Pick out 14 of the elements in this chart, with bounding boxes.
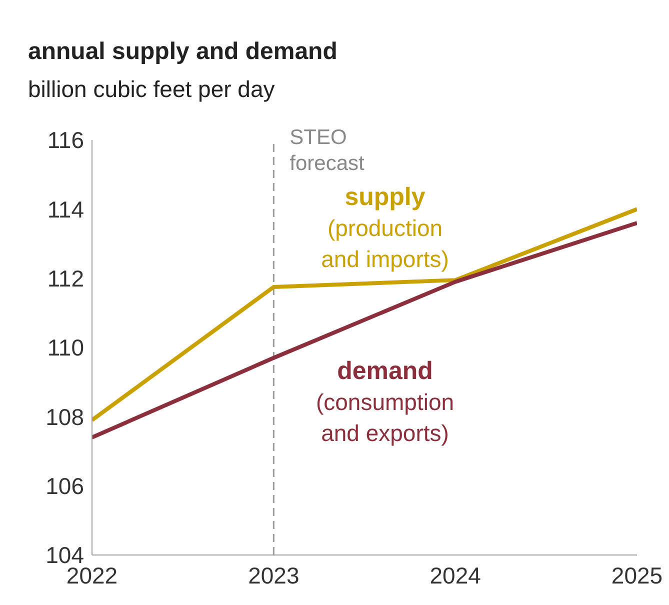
y-tick-label: 106 xyxy=(46,473,84,499)
y-tick-label: 116 xyxy=(47,127,84,154)
y-tick-label: 110 xyxy=(47,334,84,361)
y-tick-label: 112 xyxy=(47,266,84,292)
chart-subtitle: billion cubic feet per day xyxy=(28,76,275,103)
x-tick-label: 2025 xyxy=(611,562,663,588)
series-label: supply (production and imports) xyxy=(320,182,450,274)
ref-line-label: STEO forecast xyxy=(290,126,365,175)
series-label: demand (consumption and exports) xyxy=(314,356,456,448)
x-tick-label: 2023 xyxy=(248,562,300,588)
chart-title: annual supply and demand xyxy=(28,38,338,66)
x-tick-label: 2024 xyxy=(430,562,482,588)
y-tick-label: 114 xyxy=(47,196,84,222)
y-tick-label: 108 xyxy=(46,404,84,430)
